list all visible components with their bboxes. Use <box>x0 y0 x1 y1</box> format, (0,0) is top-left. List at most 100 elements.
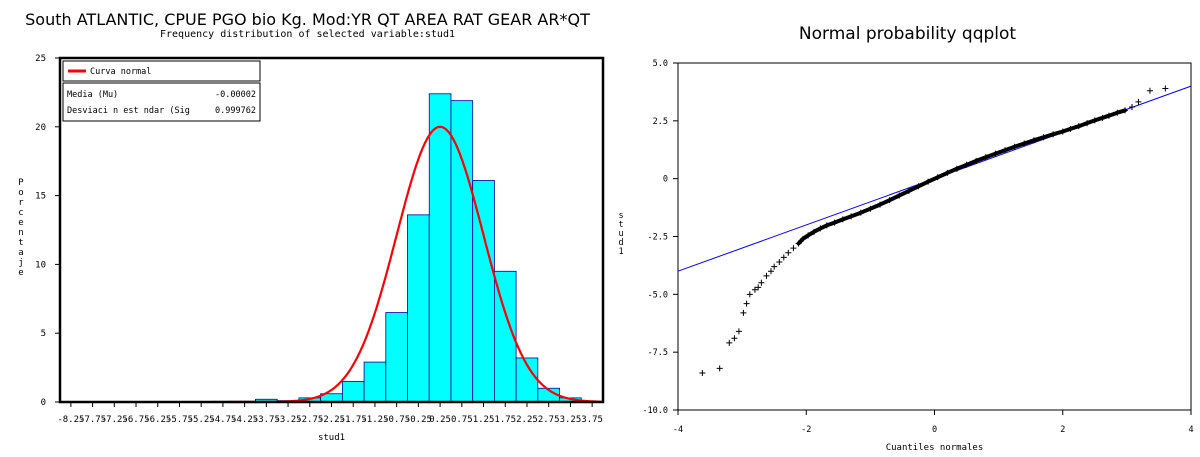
y-tick-label: 10 <box>35 260 46 270</box>
x-tick-label: -1.25 <box>361 415 388 425</box>
qq-point <box>726 339 733 346</box>
qq-point <box>944 169 951 176</box>
qq-point <box>1075 123 1082 130</box>
qq-point <box>1059 128 1066 135</box>
x-tick-label: -1.75 <box>340 415 367 425</box>
y-axis-label-char: d <box>618 238 623 248</box>
y-tick-label: 25 <box>35 54 46 64</box>
qq-point <box>857 209 864 216</box>
qq-point <box>1091 117 1098 124</box>
y-tick-label: 15 <box>35 192 46 202</box>
qqplot-panel: Normal probability qqplot -10.0 -7.5 -5.0 -… <box>615 0 1200 457</box>
y-tick-label: 0 <box>663 175 668 185</box>
qq-point <box>992 150 999 157</box>
qq-point <box>1129 103 1136 110</box>
qq-point <box>831 219 838 226</box>
x-tick-label: -6.25 <box>144 415 171 425</box>
qq-point <box>771 263 778 270</box>
x-tick-label: 1.25 <box>473 415 495 425</box>
y-axis-label-char: j <box>18 258 23 268</box>
qq-point <box>1021 140 1028 147</box>
x-tick-label: -0.75 <box>383 415 410 425</box>
y-axis-label-char: e <box>18 268 23 278</box>
qq-point <box>1121 107 1128 114</box>
qq-point <box>743 300 750 307</box>
y-tick-label: 2.5 <box>653 117 668 127</box>
qq-point <box>1030 137 1037 144</box>
histogram-title: South ATLANTIC, CPUE PGO bio Kg. Mod:YR … <box>25 10 590 29</box>
qq-point <box>1162 85 1169 92</box>
x-axis-label: stud1 <box>318 433 345 443</box>
x-tick-label: -3.75 <box>253 415 280 425</box>
qq-point <box>896 192 903 199</box>
histogram-subtitle: Frequency distribution of selected varia… <box>159 29 455 40</box>
y-tick-label: -7.5 <box>648 348 668 358</box>
y-tick-label: -2.5 <box>648 233 668 243</box>
y-tick-label: 5 <box>41 329 46 339</box>
x-tick-label: -2.25 <box>318 415 345 425</box>
qq-point <box>953 165 960 172</box>
legend-box-stats <box>62 82 261 122</box>
x-tick-label: 3.75 <box>581 415 603 425</box>
y-tick-label: -10.0 <box>642 406 668 416</box>
y-axis-label-char: P <box>18 178 24 188</box>
qq-point <box>1040 134 1047 141</box>
qq-point <box>867 205 874 212</box>
y-tick-label: 5.0 <box>653 59 668 69</box>
x-tick-label: -5.25 <box>188 415 215 425</box>
qq-point <box>805 232 812 239</box>
x-tick-label: -2.75 <box>296 415 323 425</box>
x-tick-label: 2.25 <box>516 415 538 425</box>
qq-point <box>800 235 807 242</box>
y-axis-label-char: c <box>18 208 23 218</box>
qq-point <box>1084 120 1091 127</box>
legend-mean-label: Media (Mu) <box>67 90 118 100</box>
x-tick-label: -4.25 <box>231 415 258 425</box>
qq-point <box>758 279 765 286</box>
x-tick-label: -7.25 <box>101 415 128 425</box>
qqplot-title: Normal probability qqplot <box>798 24 1017 44</box>
qq-point <box>1105 112 1112 119</box>
y-axis-label-char: r <box>18 198 24 208</box>
qq-point <box>716 365 723 372</box>
y-axis-label-char: s <box>618 211 623 221</box>
qq-point <box>1050 131 1057 138</box>
qq-point <box>823 222 830 229</box>
qq-point <box>810 228 817 235</box>
x-tick-label: 4 <box>1188 425 1193 435</box>
qq-point <box>1114 109 1121 116</box>
x-tick-label: 3.25 <box>560 415 582 425</box>
qq-point <box>755 284 762 291</box>
histogram-bar <box>385 312 408 403</box>
qq-point <box>817 225 824 232</box>
legend-box-top <box>62 60 261 82</box>
qq-point <box>848 213 855 220</box>
x-tick-label: -6.75 <box>122 415 149 425</box>
qq-point <box>1146 87 1153 94</box>
qq-point <box>1135 98 1142 105</box>
qq-point <box>767 268 774 275</box>
qq-point <box>1099 114 1106 121</box>
qq-point <box>731 335 738 342</box>
qq-point <box>785 249 792 256</box>
y-axis-label-char: t <box>18 238 23 248</box>
y-tick-label: -5.0 <box>648 290 668 300</box>
legend-mean-value: -0.00002 <box>215 90 256 100</box>
legend-sd-value: 0.999762 <box>215 106 256 116</box>
qq-point <box>925 178 932 185</box>
qq-point <box>776 258 783 265</box>
histogram-bar <box>341 380 365 403</box>
qq-point <box>982 154 989 161</box>
legend-sd-label: Desviaci n est ndar (Sig <box>67 106 190 116</box>
histogram-bar <box>472 180 495 403</box>
y-axis-label-char: a <box>18 248 23 258</box>
qq-point <box>763 272 770 279</box>
x-tick-label: 0.75 <box>451 415 473 425</box>
x-tick-label: 0 <box>932 425 937 435</box>
qq-point <box>973 157 980 164</box>
x-tick-label: -8.25 <box>57 415 84 425</box>
histogram-panel: South ATLANTIC, CPUE PGO bio Kg. Mod:YR … <box>18 10 605 443</box>
x-tick-label: -2 <box>801 425 811 435</box>
qq-point <box>699 369 706 376</box>
qq-point <box>1067 125 1074 132</box>
